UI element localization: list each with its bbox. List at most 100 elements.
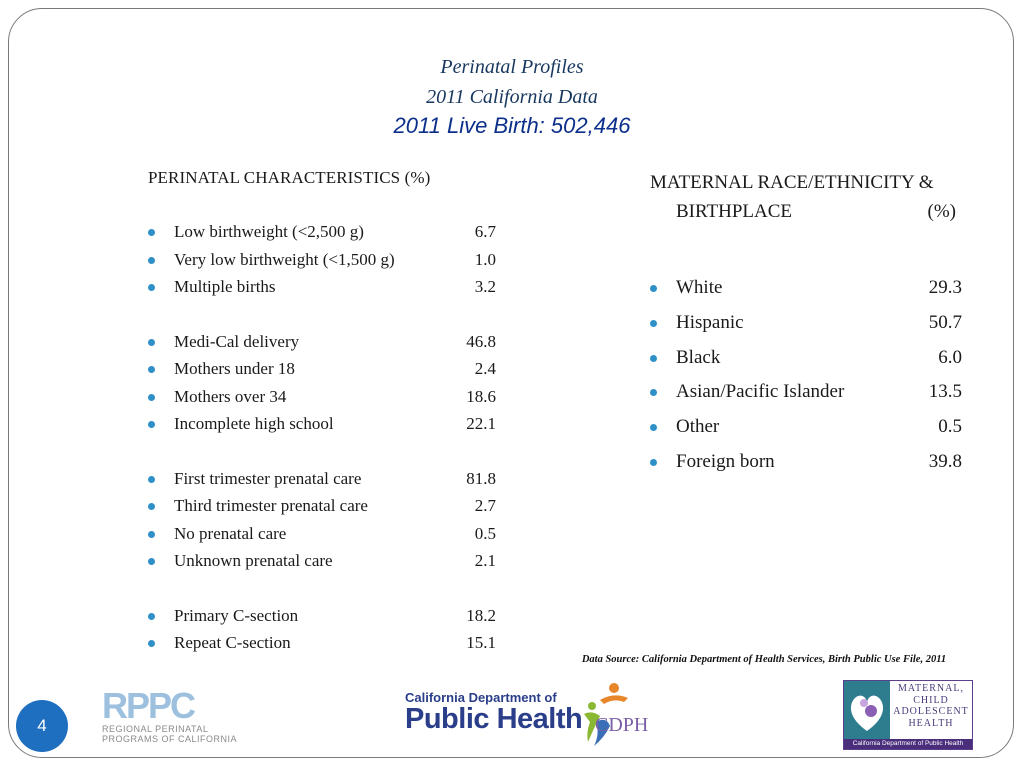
perinatal-item-value: 81.8 — [466, 468, 496, 488]
cdph-logo-line2: Public Health — [405, 703, 583, 735]
maternal-race-item-label: White — [676, 277, 723, 298]
bullet-icon — [650, 319, 657, 327]
maternal-race-item-label: Hispanic — [676, 311, 744, 333]
maternal-race-item-value: 29.3 — [928, 277, 962, 298]
perinatal-item-value: 6.7 — [474, 222, 496, 242]
maternal-race-item: Other 0.5 — [650, 410, 980, 445]
perinatal-item-value: 18.2 — [466, 605, 496, 625]
bullet-icon — [148, 338, 155, 346]
data-source-note: Data Source: California Department of He… — [581, 654, 947, 665]
perinatal-item-label: Multiple births — [174, 277, 276, 297]
bullet-icon — [148, 558, 155, 566]
bullet-icon — [148, 229, 155, 237]
title-live-births: 2011 Live Birth: 502,446 — [393, 113, 631, 138]
perinatal-item-label: First trimester prenatal care — [174, 468, 362, 488]
bullet-icon — [148, 475, 155, 483]
maternal-race-item: White 29.3 — [650, 271, 980, 306]
perinatal-item: Primary C-section 18.2 — [148, 602, 518, 629]
perinatal-item-label: Incomplete high school — [174, 414, 334, 434]
perinatal-item-value: 3.2 — [474, 277, 496, 297]
maternal-race-item: Black 6.0 — [650, 341, 980, 376]
perinatal-item-label: Third trimester prenatal care — [174, 496, 368, 516]
perinatal-item-label: Mothers over 34 — [174, 386, 287, 406]
bullet-icon — [148, 612, 155, 620]
rppc-logo-letters: RPPC — [102, 685, 196, 726]
perinatal-item-label: Unknown prenatal care — [174, 551, 333, 571]
maternal-race-item: Asian/Pacific Islander 13.5 — [650, 375, 980, 410]
title-line-2: 2011 California Data — [426, 86, 598, 108]
mcah-heart-emblem-icon — [844, 681, 890, 739]
bullet-icon — [650, 389, 657, 397]
bullet-icon — [650, 424, 657, 432]
perinatal-item: Third trimester prenatal care 2.7 — [148, 492, 518, 519]
perinatal-item: Multiple births 3.2 — [148, 273, 518, 300]
slide-title: Perinatal Profiles 2011 California Data … — [0, 52, 1024, 140]
bullet-icon — [148, 503, 155, 511]
cdph-figure-icon — [584, 683, 628, 746]
perinatal-item: Repeat C-section 15.1 — [148, 629, 518, 656]
maternal-race-item-label: Black — [676, 346, 721, 368]
mcah-line3: ADOLESCENT — [893, 706, 969, 717]
perinatal-groups: Low birthweight (<2,500 g) 6.7 Very low bi… — [148, 191, 518, 657]
mcah-logo: MATERNAL, CHILD ADOLESCENT HEALTH Califo… — [843, 680, 973, 750]
maternal-race-items: White 29.3 Hispanic 50.7 Black 6.0 Asian/Pacif… — [650, 271, 980, 480]
perinatal-item-label: Mothers under 18 — [174, 359, 295, 379]
maternal-race-header-line2: BIRTHPLACE (%) — [650, 197, 980, 226]
maternal-race-item-value: 50.7 — [928, 311, 962, 333]
mcah-line4: HEALTH — [908, 717, 954, 729]
perinatal-item: Medi-Cal delivery 46.8 — [148, 328, 518, 355]
perinatal-item-label: No prenatal care — [174, 523, 287, 543]
birthplace-label: BIRTHPLACE — [676, 201, 793, 222]
perinatal-item-label: Repeat C-section — [174, 633, 291, 653]
page-number-badge: 4 — [16, 700, 68, 752]
perinatal-item-label: Primary C-section — [174, 605, 299, 625]
mcah-line1: MATERNAL, — [898, 683, 964, 694]
maternal-race-item-value: 6.0 — [938, 346, 962, 368]
perinatal-item-value: 22.1 — [466, 414, 496, 434]
maternal-race-item-label: Other — [676, 416, 720, 438]
perinatal-characteristics-header: PERINATAL CHARACTERISTICS (%) — [148, 168, 431, 187]
cdph-logo-line1: California Department of — [405, 690, 557, 705]
maternal-race-item-value: 39.8 — [928, 450, 962, 472]
perinatal-item-value: 2.1 — [474, 551, 496, 571]
perinatal-item-value: 0.5 — [474, 523, 496, 543]
rppc-logo-line1: REGIONAL PERINATAL — [102, 724, 209, 734]
perinatal-item-label: Medi-Cal delivery — [174, 331, 300, 351]
title-line-1: Perinatal Profiles — [440, 56, 584, 78]
perinatal-characteristics-list: PERINATAL CHARACTERISTICS (%) Low birthw… — [148, 165, 518, 657]
perinatal-item-value: 46.8 — [466, 331, 496, 351]
maternal-race-item: Hispanic 50.7 — [650, 306, 980, 341]
maternal-race-header-line1: MATERNAL RACE/ETHNICITY & — [650, 172, 934, 193]
perinatal-item-value: 2.7 — [474, 496, 496, 516]
perinatal-item-label: Very low birthweight (<1,500 g) — [174, 249, 395, 269]
perinatal-item-value: 1.0 — [474, 249, 496, 269]
maternal-race-list: MATERNAL RACE/ETHNICITY & BIRTHPLACE (%)… — [650, 168, 980, 480]
cdph-logo: California Department of Public Health C… — [405, 676, 649, 756]
perinatal-item: Incomplete high school 22.1 — [148, 410, 518, 437]
bullet-icon — [148, 421, 155, 429]
bullet-icon — [148, 256, 155, 264]
slide-frame — [8, 8, 1014, 758]
perinatal-item-value: 2.4 — [474, 359, 496, 379]
perinatal-item-value: 15.1 — [466, 633, 496, 653]
bullet-icon — [148, 530, 155, 538]
perinatal-item: Very low birthweight (<1,500 g) 1.0 — [148, 246, 518, 273]
percent-unit-label: (%) — [927, 201, 956, 222]
bullet-icon — [148, 366, 155, 374]
mcah-line2: CHILD — [913, 694, 949, 706]
rppc-logo: RPPC REGIONAL PERINATAL PROGRAMS OF CALI… — [102, 688, 262, 748]
mcah-logo-text: MATERNAL, CHILD ADOLESCENT HEALTH — [892, 683, 970, 729]
bullet-icon — [650, 354, 657, 362]
bullet-icon — [650, 458, 657, 466]
cdph-logo-mark: CDPH — [595, 714, 649, 736]
perinatal-item-value: 18.6 — [466, 386, 496, 406]
maternal-race-item: Foreign born 39.8 — [650, 445, 980, 480]
maternal-race-item-value: 0.5 — [938, 416, 962, 438]
perinatal-item-label: Low birthweight (<2,500 g) — [174, 222, 364, 242]
bullet-icon — [148, 640, 155, 648]
maternal-race-header: MATERNAL RACE/ETHNICITY & BIRTHPLACE (%) — [650, 168, 980, 226]
maternal-race-item-label: Foreign born — [676, 450, 775, 472]
perinatal-item: No prenatal care 0.5 — [148, 520, 518, 547]
perinatal-item: First trimester prenatal care 81.8 — [148, 465, 518, 492]
maternal-race-item-value: 13.5 — [928, 381, 962, 403]
